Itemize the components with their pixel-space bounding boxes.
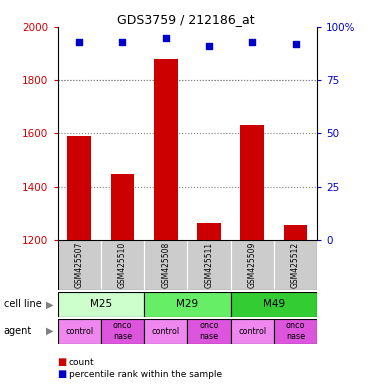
Text: GSM425510: GSM425510 (118, 242, 127, 288)
Bar (240, 126, 264, 240)
Text: ▶: ▶ (46, 326, 54, 336)
Bar (231, 240, 274, 290)
Point (163, 35, 169, 41)
Bar (144, 240, 187, 290)
Text: ■: ■ (58, 357, 67, 367)
Bar (187, 240, 231, 290)
Bar (58, 319, 101, 344)
Bar (58, 292, 144, 317)
Text: ▶: ▶ (46, 299, 54, 310)
Text: onco
nase: onco nase (286, 321, 305, 341)
Bar (101, 319, 144, 344)
Bar (231, 292, 317, 317)
Text: onco
nase: onco nase (199, 321, 219, 341)
Text: count: count (69, 358, 94, 367)
Text: control: control (65, 327, 93, 336)
Bar (187, 319, 231, 344)
Bar (58, 240, 101, 290)
Point (249, 39, 255, 45)
Bar (144, 319, 187, 344)
Point (206, 43, 212, 49)
Text: GSM425509: GSM425509 (248, 242, 257, 288)
Text: GSM425511: GSM425511 (204, 242, 213, 288)
Text: GSM425512: GSM425512 (291, 242, 300, 288)
Bar (67, 136, 91, 240)
Text: GSM425507: GSM425507 (75, 242, 83, 288)
Text: agent: agent (4, 326, 32, 336)
Text: cell line: cell line (4, 299, 42, 310)
Bar (274, 240, 317, 290)
Bar (144, 292, 231, 317)
Bar (111, 174, 134, 240)
Bar (284, 225, 308, 240)
Bar (154, 59, 178, 240)
Text: GDS3759 / 212186_at: GDS3759 / 212186_at (117, 13, 254, 26)
Text: control: control (152, 327, 180, 336)
Bar (197, 223, 221, 240)
Bar (231, 319, 274, 344)
Bar (274, 319, 317, 344)
Point (293, 41, 299, 47)
Text: M29: M29 (176, 299, 198, 310)
Bar (101, 240, 144, 290)
Text: percentile rank within the sample: percentile rank within the sample (69, 370, 222, 379)
Text: M25: M25 (90, 299, 112, 310)
Text: ■: ■ (58, 369, 67, 379)
Point (76, 39, 82, 45)
Text: M49: M49 (263, 299, 285, 310)
Point (119, 39, 125, 45)
Text: onco
nase: onco nase (113, 321, 132, 341)
Text: GSM425508: GSM425508 (161, 242, 170, 288)
Text: control: control (238, 327, 266, 336)
